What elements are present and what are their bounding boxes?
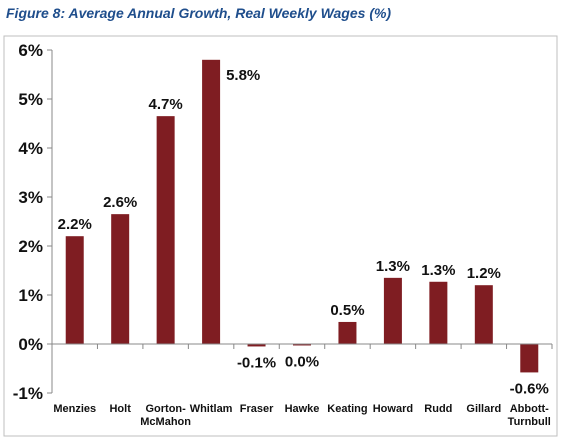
bar — [474, 285, 493, 344]
x-tick-label: Gorton-McMahon — [140, 403, 191, 428]
bar — [247, 344, 266, 347]
x-tick-label: Hawke — [285, 403, 320, 415]
bar — [202, 59, 221, 345]
chart-frame — [3, 35, 558, 437]
y-axis: -1% 0% 1% 2% 3% 4% 5% 6% — [13, 41, 53, 403]
x-tick-label: Gillard — [466, 403, 501, 415]
data-label: 1.3% — [376, 258, 410, 275]
bar — [520, 344, 539, 373]
data-label: 0.5% — [330, 302, 364, 319]
y-tick-label: 2% — [18, 237, 43, 256]
x-tick-label: Whitlam — [190, 403, 233, 415]
bar — [338, 321, 357, 344]
bar — [383, 277, 402, 344]
data-label: -0.6% — [510, 380, 549, 397]
y-tick-label: 1% — [18, 286, 43, 305]
bar — [293, 344, 311, 346]
bar — [111, 214, 130, 344]
x-tick-label: Menzies — [53, 403, 96, 415]
y-tick-label: -1% — [13, 384, 43, 403]
bar — [65, 236, 84, 344]
data-label: 1.3% — [421, 262, 455, 279]
y-tick-label: 0% — [18, 335, 43, 354]
data-label: 4.7% — [149, 96, 183, 113]
data-labels: 2.2% 2.6% 4.7% 5.8% -0.1% 0.0% 0.5% 1.3% 1.3% 1.2… — [58, 67, 549, 398]
bar — [429, 281, 448, 344]
data-label: -0.1% — [237, 354, 276, 371]
data-label: 2.2% — [58, 216, 92, 233]
bar — [156, 116, 175, 345]
data-label: 5.8% — [226, 67, 260, 84]
y-tick-label: 5% — [18, 90, 43, 109]
y-tick-label: 4% — [18, 139, 43, 158]
x-tick-label: Rudd — [424, 403, 452, 415]
figure-title: Figure 8: Average Annual Growth, Real We… — [6, 5, 392, 21]
y-tick-label: 6% — [18, 41, 43, 60]
data-label: 0.0% — [285, 353, 319, 370]
data-label: 1.2% — [467, 265, 501, 282]
y-tick-label: 3% — [18, 188, 43, 207]
x-tick-label: Fraser — [240, 403, 274, 415]
x-tick-label: Abbott-Turnbull — [508, 403, 551, 428]
x-tick-label: Keating — [327, 403, 367, 415]
x-tick-label: Holt — [109, 403, 131, 415]
bars — [65, 59, 539, 373]
x-tick-label: Howard — [373, 403, 413, 415]
data-label: 2.6% — [103, 194, 137, 211]
